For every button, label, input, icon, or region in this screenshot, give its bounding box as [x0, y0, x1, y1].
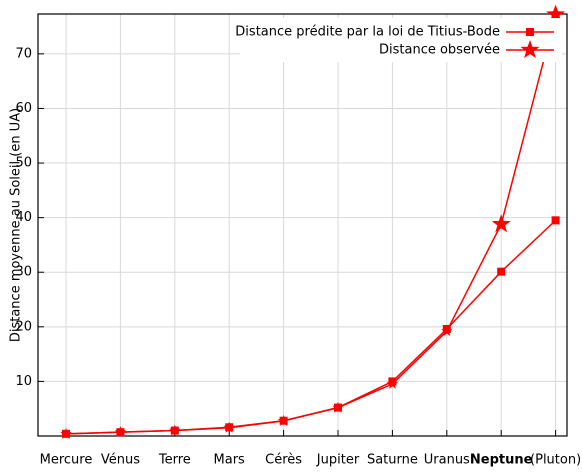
legend-square: [526, 28, 534, 36]
y-tick-label: 50: [15, 156, 32, 171]
x-tick-label: Neptune: [470, 453, 533, 468]
x-tick-label: Mars: [214, 453, 246, 468]
star-marker: [60, 427, 72, 439]
x-tick-label: (Pluton): [530, 453, 581, 468]
legend-label: Distance prédite par la loi de Titius-Bo…: [235, 25, 500, 40]
x-tick-label: Cérès: [265, 453, 302, 468]
y-axis-label: Distance moyenne au Soleil (en UA): [9, 108, 24, 342]
legend: Distance prédite par la loi de Titius-Bo…: [235, 18, 562, 62]
x-tick-label: Vénus: [101, 453, 140, 468]
x-tick-label: Uranus: [424, 453, 470, 468]
x-tick-label: Saturne: [367, 453, 418, 468]
star-marker: [332, 401, 344, 413]
plot-frame: [37, 13, 568, 437]
star-marker: [441, 325, 453, 336]
y-tick-label: 40: [15, 210, 32, 225]
y-tick-label: 20: [15, 319, 32, 334]
star-marker: [546, 4, 566, 23]
square-marker: [497, 267, 506, 276]
series-line: [65, 14, 557, 435]
star-marker: [386, 377, 399, 389]
legend-box: [240, 18, 562, 62]
y-tick-label: 30: [15, 265, 32, 280]
x-tick-label: Mercure: [40, 453, 93, 468]
x-tick-label: Terre: [158, 453, 191, 468]
x-tick-label: Jupiter: [316, 453, 360, 468]
star-marker: [277, 414, 290, 426]
star-marker: [223, 421, 235, 433]
star-marker: [114, 426, 127, 437]
y-tick-label: 60: [15, 101, 32, 116]
legend-star: [520, 40, 540, 59]
y-tick-label: 10: [15, 374, 32, 389]
square-marker: [551, 216, 560, 225]
star-marker: [169, 424, 181, 436]
y-tick-label: 70: [15, 46, 32, 61]
star-marker: [491, 214, 511, 233]
legend-label: Distance observée: [379, 43, 500, 58]
